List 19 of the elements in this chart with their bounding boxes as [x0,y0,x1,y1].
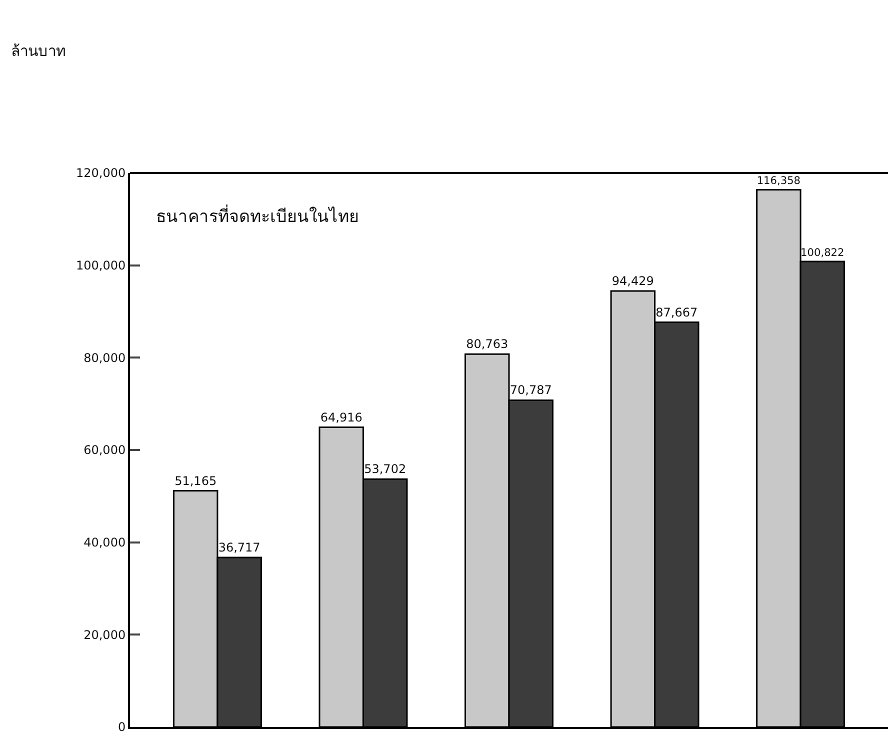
y-tick-label: 0 [118,720,126,734]
y-tick-label: 120,000 [76,166,126,180]
text: ล้านบาท [11,42,66,60]
y-tick-label: 40,000 [84,536,126,550]
y-tick-label: 80,000 [84,350,126,365]
data-label: 87,667 [656,305,698,320]
data-label: 51,165 [174,474,217,488]
data-label: 80,763 [466,337,508,352]
text: ธนาคารที่จดทะเบียนในไทย [156,204,360,228]
y-tick-label: 100,000 [76,258,126,273]
data-label: 116,358 [756,175,801,188]
data-label: 94,429 [612,274,654,288]
data-label: 36,717 [218,540,260,554]
y-tick-label: 20,000 [84,628,126,642]
data-label: 53,702 [364,462,406,476]
y-tick-label: 60,000 [84,443,126,458]
data-label: 100,822 [800,246,844,259]
data-label: 70,787 [510,383,552,398]
data-label: 64,916 [320,410,362,424]
